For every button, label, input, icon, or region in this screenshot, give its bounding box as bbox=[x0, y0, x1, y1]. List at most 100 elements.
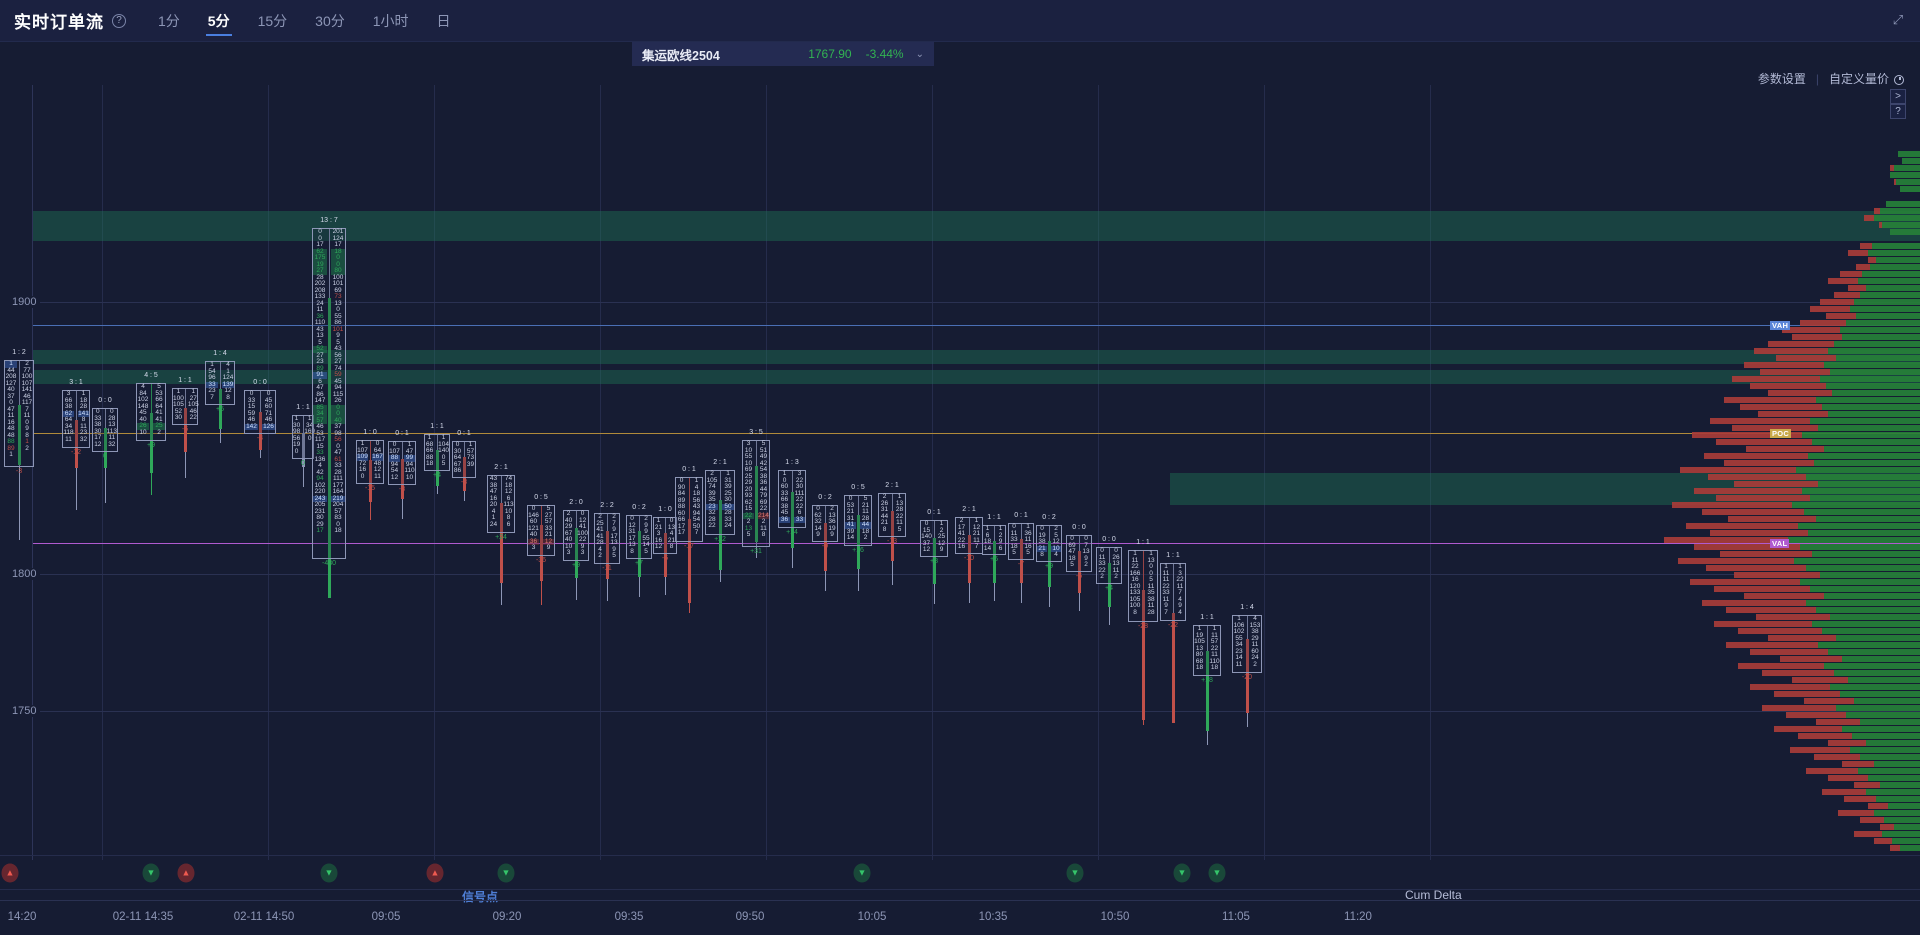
candle-cluster-box[interactable]: 1 54 96 33 23 7 4 1 124 139 12 8 bbox=[205, 361, 235, 405]
candle-cluster-box[interactable]: 1 21 3 16 12 0 13 4 21 8 bbox=[653, 517, 677, 554]
candle-cluster-box[interactable]: 0 15 140 37 12 1 2 25 12 9 bbox=[920, 520, 948, 557]
signal-marker-down[interactable]: ▼ bbox=[1066, 863, 1084, 882]
timeframe-tab-4[interactable]: 1小时 bbox=[372, 12, 409, 29]
bid-cell: 36 bbox=[779, 515, 790, 523]
expand-icon[interactable]: ⤢ bbox=[1892, 12, 1904, 27]
bid-cell: 1 bbox=[210, 361, 214, 368]
candle-cluster-box[interactable]: 1 0 60 33 66 38 45 36 3 22 30 111 22 22 6 33 bbox=[778, 470, 806, 528]
timeframe-tab-5[interactable]: 日 bbox=[436, 12, 451, 29]
candle-cluster-box[interactable]: 0 30 64 67 86 1 57 73 39 bbox=[452, 441, 476, 478]
expand-panel-button[interactable]: > bbox=[1890, 89, 1906, 104]
ask-cell: 36 bbox=[759, 479, 768, 486]
candle-cluster-box[interactable]: 0 12 31 17 13 8 2 9 9 55 14 5 bbox=[626, 515, 652, 559]
bid-cell: 5 bbox=[318, 338, 322, 346]
candle-cluster-box[interactable]: 2 26 31 44 21 8 1 13 28 22 11 5 bbox=[878, 493, 906, 537]
timeframe-tab-1[interactable]: 5分 bbox=[194, 0, 244, 42]
candle-cluster-box[interactable]: 0 33 15 59 46 142 0 45 60 71 46 126 bbox=[244, 390, 276, 434]
ask-cell: 11 bbox=[374, 472, 381, 480]
bid-cell: 67 bbox=[564, 529, 573, 537]
volume-profile-row bbox=[1716, 439, 1920, 445]
candle-cluster-box[interactable]: 0 62 32 14 9 2 13 36 19 9 bbox=[812, 505, 838, 542]
candle-body bbox=[103, 428, 107, 468]
symbol-selector[interactable]: 集运欧线2504 1767.90 -3.44% ⌄ bbox=[632, 42, 934, 66]
bid-cell: 66 bbox=[677, 516, 686, 523]
candle-cluster-box[interactable]: 1 106 102 55 34 23 14 11 4 153 38 29 11 60 24 2 bbox=[1232, 615, 1262, 673]
candle-cluster-box[interactable]: 1 11 11 22 33 11 9 7 1 3 22 11 7 4 9 4 bbox=[1160, 563, 1186, 621]
signal-marker-down[interactable]: ▼ bbox=[1173, 863, 1191, 882]
timeframe-tab-2[interactable]: 15分 bbox=[257, 12, 288, 29]
bid-cell: 12 bbox=[628, 521, 636, 529]
candle-cluster-box[interactable]: 0 90 84 89 88 60 66 17 17 1 4 18 56 43 94 54 50 7 bbox=[675, 477, 703, 542]
candle-body bbox=[149, 413, 153, 473]
candle-cluster-box[interactable]: 3 66 38 62 64 34 118 11 1 18 28 141 8 11 23 32 bbox=[62, 390, 90, 448]
bid-cell: 10 bbox=[744, 446, 753, 454]
param-settings-button[interactable]: 参数设置 bbox=[1757, 72, 1806, 86]
ask-cell: 4 bbox=[1253, 615, 1257, 622]
tools-separator: | bbox=[1815, 71, 1819, 86]
help-button[interactable]: ? bbox=[1890, 104, 1906, 119]
candle-cluster-box[interactable]: 0 33 38 30 17 12 0 28 13 113 11 32 bbox=[92, 408, 118, 452]
bid-cell: 69 bbox=[744, 466, 753, 473]
candle-cluster-box[interactable]: 43 38 47 16 20 4 1 24 74 18 12 6 113 10 8 6 bbox=[487, 475, 515, 533]
candle-cluster-box[interactable]: 2 40 29 67 40 10 3 0 12 41 100 22 9 3 bbox=[563, 510, 589, 561]
candle-cluster-box[interactable]: 3 10 55 10 69 25 29 20 93 62 15 22 2 13 5 5 51 49 42 54 38 36… bbox=[742, 440, 770, 547]
candle-cluster-box[interactable]: 0 146 60 121 40 36 3 5 27 57 33 21 12 9 bbox=[527, 505, 555, 556]
ask-cell: 28 bbox=[79, 403, 88, 410]
signal-marker-down[interactable]: ▼ bbox=[320, 863, 338, 882]
candle-delta-total: +7 bbox=[635, 560, 643, 567]
candle-cluster-box[interactable]: 1 30 98 56 19 0 1 34 169 0 bbox=[292, 415, 315, 459]
gear-icon[interactable] bbox=[1894, 74, 1904, 85]
ask-cell: 27 bbox=[334, 358, 342, 365]
bid-cell: 231 bbox=[314, 507, 326, 515]
candle-cluster-box[interactable]: 0 0 17 62 175 19 27 28 202 208 133 24 11 36 110 43 13 5 52… bbox=[312, 228, 346, 559]
candle-cluster-box[interactable]: 1 19 105 13 80 68 18 1 11 57 22 11 110 18 bbox=[1193, 625, 1221, 676]
question-circle-icon[interactable]: ? bbox=[112, 13, 126, 28]
candle-imbalance-header: 1 : 0 bbox=[658, 506, 672, 513]
chevron-down-icon[interactable]: ⌄ bbox=[915, 48, 924, 60]
signal-marker-up[interactable]: ▲ bbox=[1, 863, 19, 882]
volume-profile-sell-bar bbox=[1762, 705, 1836, 711]
candle-delta-total: -12 bbox=[70, 449, 82, 456]
signal-marker-down[interactable]: ▼ bbox=[853, 863, 871, 882]
volume-profile-buy-bar bbox=[1870, 264, 1920, 270]
custom-volume-price-button[interactable]: 自定义量价 bbox=[1828, 72, 1889, 86]
candle-body bbox=[856, 515, 860, 569]
timeframe-tab-3[interactable]: 30分 bbox=[315, 12, 345, 29]
candle-cluster-box[interactable]: 1 11 22 166 16 120 133 105 100 8 1 13 0 0 5 11 35 38 11 28 bbox=[1128, 550, 1158, 622]
volume-profile-row bbox=[1760, 789, 1920, 795]
candle-cluster-box[interactable]: 0 11 33 18 5 1 36 11 16 5 bbox=[1008, 523, 1034, 560]
bid-cell: 29 bbox=[316, 520, 324, 528]
signal-marker-down[interactable]: ▼ bbox=[142, 863, 160, 882]
signal-marker-down[interactable]: ▼ bbox=[497, 863, 515, 882]
ask-cell: 5 bbox=[761, 440, 766, 447]
candle-cluster-box[interactable]: 2 105 74 39 35 23 32 28 22 1 31 39 25 30 50 28 33 24 bbox=[705, 470, 735, 535]
ask-cell: 7 bbox=[1178, 589, 1182, 596]
candle-cluster-box[interactable]: 4 84 102 148 45 40 26 10 5 53 66 64 41 41 25 2 bbox=[136, 383, 166, 441]
bid-cell: 33 bbox=[1098, 560, 1106, 567]
candle-cluster-box[interactable]: 1 107 109 72 16 0 0 64 167 48 12 11 bbox=[356, 440, 384, 484]
candle-cluster-box[interactable]: 1 6 18 14 1 2 9 6 bbox=[982, 525, 1006, 555]
candle-cluster-box[interactable]: 0 107 88 94 54 12 1 47 99 94 110 10 bbox=[388, 441, 416, 485]
candle-cluster-box[interactable]: 2 17 41 22 16 1 12 21 11 7 bbox=[955, 517, 983, 554]
ask-cell: 13 bbox=[895, 499, 904, 507]
candle-cluster-box[interactable]: 2 25 41 41 28 4 2 2 7 9 17 13 9 5 bbox=[594, 513, 620, 564]
bid-cell: 44 bbox=[880, 512, 889, 520]
candle-cluster-box[interactable]: 1 68 66 88 18 1 104 140 0 5 bbox=[424, 434, 450, 471]
candle-cluster-box[interactable]: 0 19 38 21 8 2 5 12 10 4 bbox=[1036, 525, 1062, 562]
timeframe-tab-0[interactable]: 1分 bbox=[158, 12, 180, 29]
candle-cluster-box[interactable]: 1 44 208 127 40 37 0 47 11 16 48 48 88 89 1 2 77 100 107 14… bbox=[4, 360, 34, 467]
bid-cell: 32 bbox=[814, 518, 822, 525]
candle-cluster-box[interactable]: 1 100 105 52 30 1 27 105 46 22 bbox=[172, 388, 199, 425]
ask-cell: 18 bbox=[1210, 664, 1219, 671]
volume-profile-sell-bar bbox=[1732, 425, 1818, 431]
candle-cluster-box[interactable]: 0 69 47 18 5 0 7 13 9 2 bbox=[1066, 535, 1092, 572]
signal-marker-up[interactable]: ▲ bbox=[177, 863, 195, 882]
signal-marker-down[interactable]: ▼ bbox=[1208, 863, 1226, 882]
ask-cell: 28 bbox=[861, 514, 870, 522]
candle-cluster-box[interactable]: 0 11 33 22 2 0 26 13 11 2 bbox=[1096, 547, 1122, 584]
chart-plot-area[interactable]: 1900 1800 1750 1 : 2 1 44 208 127 40 37 0 47 11 16 48… bbox=[0, 85, 1920, 860]
bid-cell: 17 bbox=[677, 529, 686, 536]
candle-cluster-box[interactable]: 0 53 21 31 41 39 14 5 21 11 28 44 18 2 bbox=[844, 495, 872, 546]
volume-profile-sell-bar bbox=[1814, 754, 1860, 760]
signal-marker-up[interactable]: ▲ bbox=[426, 863, 444, 882]
